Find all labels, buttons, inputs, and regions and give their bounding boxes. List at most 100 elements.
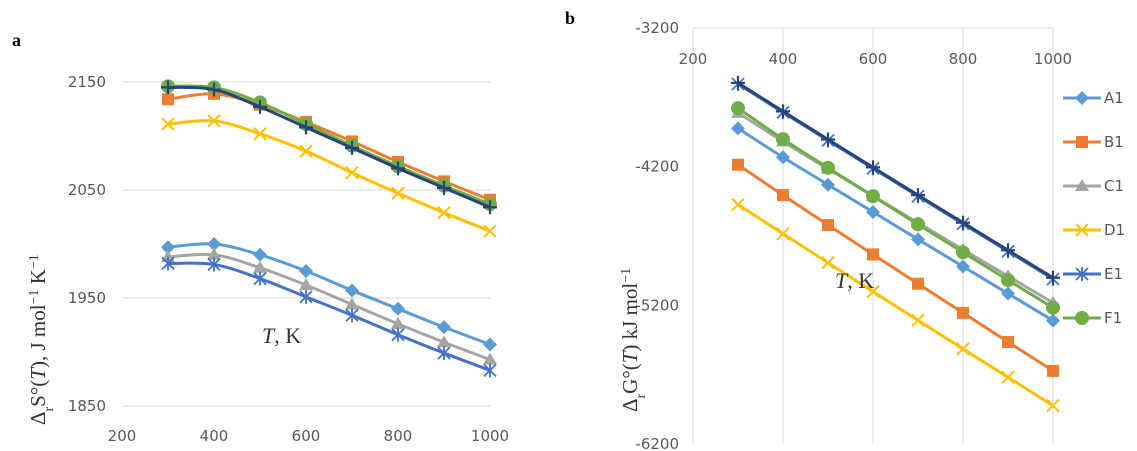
legend-marker-E1 bbox=[1075, 267, 1089, 281]
x-tick-label: 600 bbox=[292, 427, 321, 445]
data-point-E1-1 bbox=[207, 257, 221, 272]
panel-b-letter: b bbox=[565, 8, 575, 28]
data-point-G1-3 bbox=[866, 160, 880, 175]
data-point-A1-4 bbox=[911, 232, 925, 247]
data-point-B1-0 bbox=[732, 158, 744, 171]
data-point-E1-5 bbox=[391, 327, 405, 342]
data-point-D1-2 bbox=[253, 127, 267, 141]
data-point-D1-4 bbox=[911, 313, 925, 328]
data-point-E1-6 bbox=[437, 346, 451, 361]
data-point-G1-1 bbox=[776, 104, 790, 119]
y-tick-label: 2150 bbox=[68, 73, 106, 91]
data-point-D1-2 bbox=[821, 256, 835, 270]
legend-label-D1: D1 bbox=[1104, 221, 1125, 239]
x-tick-label: 600 bbox=[859, 50, 888, 68]
data-point-G1-5 bbox=[391, 161, 405, 176]
data-point-C1-4 bbox=[345, 297, 359, 310]
data-point-A1-7 bbox=[483, 337, 497, 352]
data-point-F1-7 bbox=[1046, 300, 1060, 315]
data-point-G1-0 bbox=[731, 75, 745, 90]
series-line-E1 bbox=[166, 261, 492, 372]
panel-b-x-ticks: 200 400 600 800 1000 bbox=[679, 50, 1072, 68]
panel-a: a 200 400 600 800 1000 1850 1950 2050 2150 T, K… bbox=[12, 30, 509, 445]
data-point-A1-4 bbox=[345, 283, 359, 298]
data-point-B1-3 bbox=[867, 248, 879, 261]
data-point-G1-7 bbox=[483, 200, 497, 215]
data-point-A1-5 bbox=[391, 301, 405, 316]
series-line-D1 bbox=[166, 119, 492, 233]
x-tick-label: 1000 bbox=[471, 427, 509, 445]
data-point-G1-2 bbox=[821, 132, 835, 147]
data-point-D1-0 bbox=[731, 197, 745, 212]
data-point-C1-7 bbox=[483, 352, 497, 365]
panel-b-annotation: T, K bbox=[835, 268, 874, 293]
panel-a-annotation: T, K bbox=[262, 323, 301, 348]
panel-a-y-axis-label: ΔrS°(T), J mol−1 K−1 bbox=[26, 254, 57, 425]
data-point-A1-5 bbox=[956, 259, 970, 274]
data-point-D1-6 bbox=[1001, 370, 1015, 385]
x-tick-label: 400 bbox=[200, 427, 229, 445]
data-point-E1-3 bbox=[299, 289, 313, 304]
panel-b: b 200 400 600 800 1000 -3200-4200-5200-6200 … bbox=[565, 8, 1125, 451]
data-point-C1-2 bbox=[253, 260, 267, 273]
data-point-D1-0 bbox=[161, 117, 175, 131]
y-tick-label: 2050 bbox=[68, 181, 106, 199]
x-tick-label: 200 bbox=[679, 50, 708, 68]
data-point-E1-0 bbox=[161, 256, 175, 271]
legend-label-A1: A1 bbox=[1104, 89, 1124, 107]
legend-label-B1: B1 bbox=[1104, 133, 1124, 151]
x-tick-label: 800 bbox=[384, 427, 413, 445]
data-point-G1-0 bbox=[161, 80, 175, 95]
data-point-A1-1 bbox=[776, 150, 790, 165]
data-point-D1-7 bbox=[483, 224, 497, 238]
legend-marker-B1 bbox=[1076, 136, 1088, 148]
data-point-D1-1 bbox=[776, 227, 790, 241]
data-point-B1-5 bbox=[957, 306, 969, 319]
y-tick-label: -6200 bbox=[635, 435, 679, 451]
panel-b-y-ticks: -3200 -4200 -5200 -6200 bbox=[635, 19, 679, 451]
data-point-B1-2 bbox=[822, 219, 834, 232]
data-point-D1-3 bbox=[299, 144, 313, 158]
data-point-G1-6 bbox=[1001, 243, 1015, 258]
data-point-G1-4 bbox=[911, 188, 925, 203]
data-point-A1-3 bbox=[866, 205, 880, 220]
data-point-D1-5 bbox=[956, 342, 970, 356]
data-point-F1-1 bbox=[776, 132, 790, 147]
x-tick-label: 1000 bbox=[1034, 50, 1072, 68]
data-point-D1-6 bbox=[437, 205, 451, 220]
data-point-A1-3 bbox=[299, 264, 313, 278]
panel-a-y-ticks: 1850 1950 2050 2150 bbox=[68, 73, 106, 415]
data-point-F1-2 bbox=[821, 160, 835, 175]
legend-marker-D1 bbox=[1075, 223, 1089, 237]
data-point-A1-6 bbox=[437, 320, 451, 335]
data-point-E1-7 bbox=[483, 363, 497, 378]
data-point-C1-3 bbox=[299, 278, 313, 291]
data-point-B1-7 bbox=[1047, 364, 1059, 377]
x-tick-label: 200 bbox=[108, 427, 137, 445]
legend-marker-C1 bbox=[1075, 179, 1089, 191]
data-point-C1-6 bbox=[437, 335, 451, 348]
x-tick-label: 800 bbox=[949, 50, 978, 68]
panel-b-gridlines bbox=[692, 27, 1054, 444]
data-point-A1-6 bbox=[1001, 286, 1015, 301]
y-tick-label: -3200 bbox=[635, 19, 679, 37]
data-point-G1-6 bbox=[437, 180, 451, 195]
data-point-F1-4 bbox=[911, 217, 925, 232]
data-point-A1-1 bbox=[207, 237, 221, 251]
y-tick-label: 1850 bbox=[68, 397, 106, 415]
legend-marker-F1 bbox=[1075, 311, 1089, 325]
data-point-A1-0 bbox=[731, 121, 745, 136]
data-point-A1-2 bbox=[821, 177, 835, 192]
data-point-D1-4 bbox=[345, 166, 359, 180]
data-point-B1-1 bbox=[777, 189, 789, 202]
legend-marker-A1 bbox=[1075, 91, 1089, 105]
panel-a-gridlines bbox=[122, 81, 490, 407]
data-point-B1-0 bbox=[162, 93, 174, 106]
data-point-D1-7 bbox=[1046, 398, 1060, 413]
panel-b-series bbox=[731, 75, 1060, 413]
data-point-F1-6 bbox=[1001, 273, 1015, 288]
data-point-A1-7 bbox=[1046, 313, 1060, 328]
series-line-G1 bbox=[736, 81, 1055, 280]
legend-label-F1: F1 bbox=[1104, 309, 1122, 327]
legend-label-E1: E1 bbox=[1104, 265, 1123, 283]
